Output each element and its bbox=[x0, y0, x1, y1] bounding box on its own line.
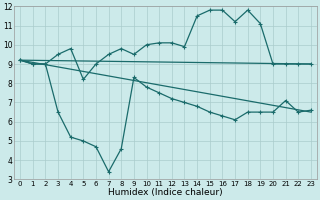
X-axis label: Humidex (Indice chaleur): Humidex (Indice chaleur) bbox=[108, 188, 223, 197]
